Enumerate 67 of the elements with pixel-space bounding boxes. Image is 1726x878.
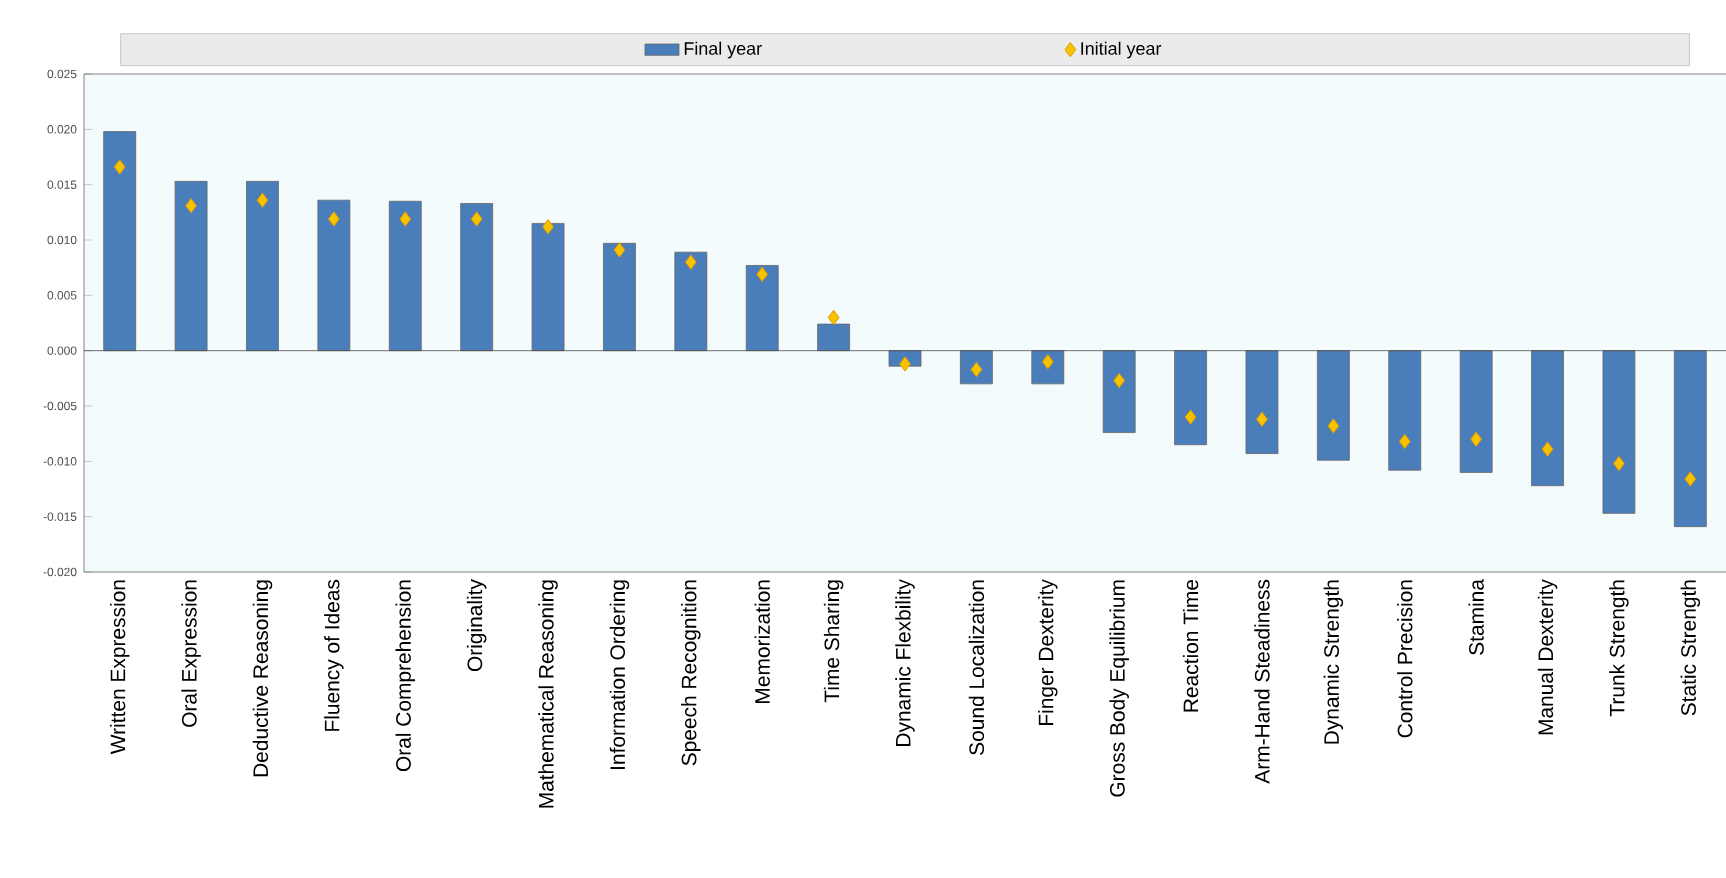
bar: [674, 251, 708, 352]
point: [756, 266, 769, 282]
bar: [174, 180, 208, 352]
x-tick-label: Written Expression: [109, 580, 130, 755]
bar: [388, 200, 422, 352]
x-tick-label: Static Strength: [1680, 580, 1701, 716]
point: [542, 219, 554, 235]
bar: [531, 223, 565, 352]
x-tick-label: Oral Expression: [181, 580, 201, 727]
point: [1184, 409, 1197, 425]
bar: [1531, 350, 1564, 487]
x-tick-label: Oral Comprehension: [395, 580, 416, 772]
bar: [1388, 350, 1422, 471]
x-tick-label: Arm-Hand Steadiness: [1254, 579, 1270, 784]
point: [1470, 431, 1483, 447]
x-tick-label: Speech Recognition: [681, 580, 701, 766]
x-tick-label: Sound Localization: [968, 580, 985, 755]
bar: [603, 242, 636, 352]
point: [1541, 441, 1554, 457]
x-tick-label: Stamina: [1468, 579, 1484, 655]
point: [470, 211, 483, 227]
bar: [745, 265, 779, 352]
x-tick-label: Originality: [466, 579, 487, 672]
bar: [317, 199, 351, 352]
point: [327, 211, 340, 227]
point: [684, 254, 697, 270]
point: [185, 198, 197, 214]
legend-label: Final year: [684, 41, 762, 59]
legend-label: Initial year: [1081, 41, 1162, 59]
x-tick-label: Memorization: [754, 580, 770, 703]
point: [113, 159, 126, 175]
point: [613, 242, 626, 258]
bar: [1174, 350, 1207, 446]
x-tick-label: Dynamic Flexbility: [895, 579, 915, 746]
x-tick-label: Mathematical Reasoning: [538, 580, 558, 808]
x-tick-label: Deductive Reasoning: [252, 580, 273, 777]
point: [1113, 372, 1126, 389]
x-tick-label: Manual Dexterity: [1537, 579, 1558, 735]
bar: [460, 203, 494, 352]
x-tick-label: Information Ordering: [609, 580, 630, 769]
point: [1398, 433, 1411, 450]
bar: [1602, 350, 1636, 514]
x-tick-label: Control Precision: [1397, 580, 1413, 738]
x-tick-label: Trunk Strength: [1609, 580, 1629, 717]
point: [1684, 471, 1697, 487]
point: [256, 192, 269, 208]
bar: [1316, 350, 1350, 461]
bar: [1245, 350, 1279, 454]
bar: [1102, 350, 1136, 433]
bar: [817, 323, 851, 352]
bar: [1031, 350, 1065, 385]
point: [827, 309, 840, 326]
x-tick-label: Dynamic Strength: [1323, 580, 1344, 744]
x-tick-label: Finger Dexterity: [1038, 579, 1058, 725]
point: [1327, 418, 1340, 434]
x-tick-label: Time Sharing: [823, 580, 844, 703]
bar: [103, 131, 137, 352]
bar: [1673, 350, 1707, 528]
point: [1256, 411, 1268, 427]
point: [399, 211, 412, 227]
x-tick-label: Gross Body Equilibrium: [1109, 580, 1129, 797]
bar: [246, 180, 279, 352]
bar: [960, 350, 993, 385]
x-tick-label: Fluency of Ideas: [324, 579, 344, 731]
bar: [1459, 350, 1493, 473]
point: [1613, 455, 1625, 472]
x-tick-label: Reaction Time: [1182, 580, 1199, 712]
